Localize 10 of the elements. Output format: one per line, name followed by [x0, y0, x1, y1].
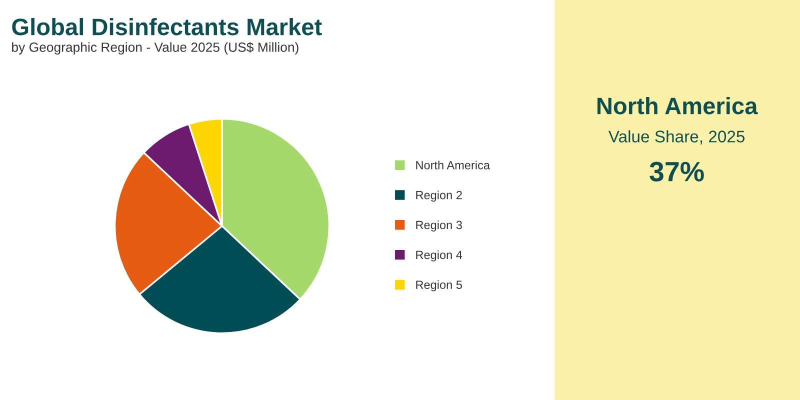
legend-label: Region 5 [416, 280, 462, 292]
legend-label: Region 2 [416, 190, 462, 202]
legend-label: Region 4 [416, 250, 462, 262]
chart-title: Global Disinfectants Market [12, 18, 322, 36]
text: 37% [650, 162, 704, 182]
chart-subtitle: by Geographic Region - Value 2025 (US$ Million) [12, 42, 298, 55]
text: North America [597, 96, 758, 114]
text: Value Share, 2025 [608, 130, 745, 144]
legend-label: North America [416, 160, 490, 170]
legend-label: Region 3 [416, 220, 462, 232]
